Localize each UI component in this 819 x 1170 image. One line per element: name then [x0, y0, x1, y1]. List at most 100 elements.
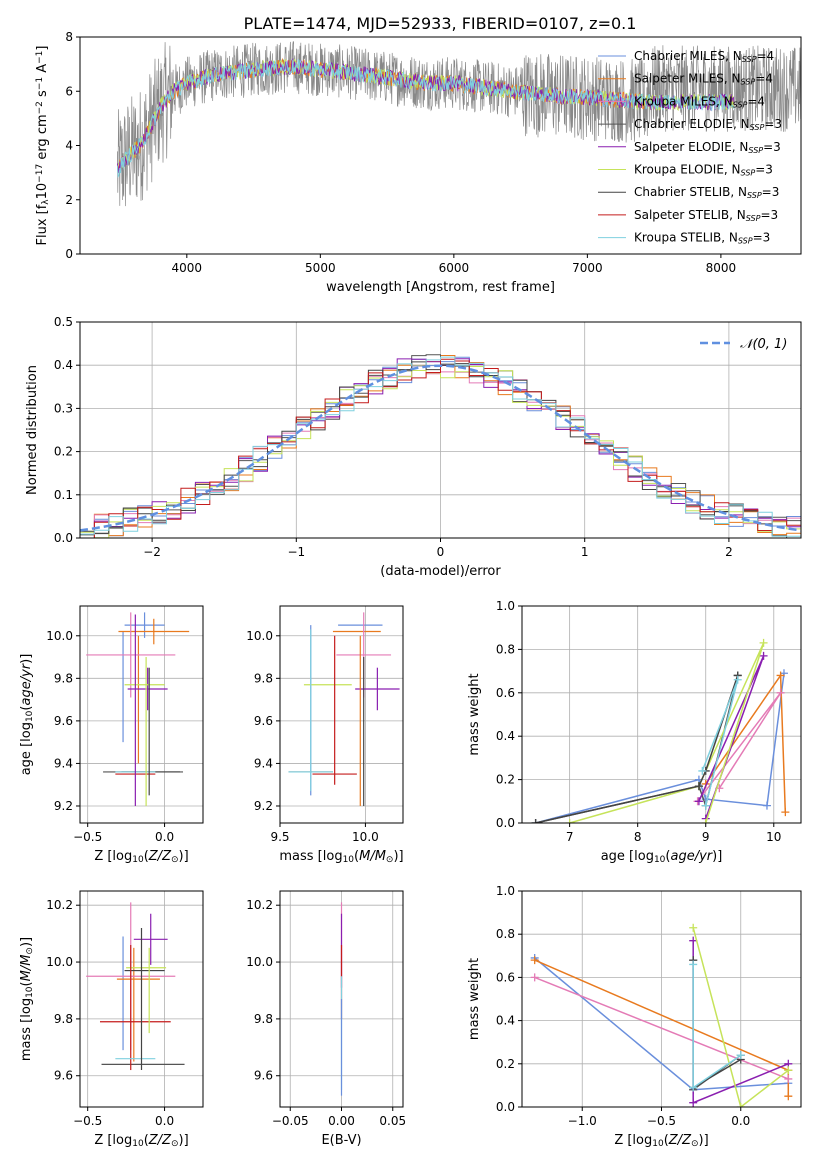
y-tick-label: 8 — [65, 30, 73, 44]
label-part: −2 — [35, 101, 45, 114]
axis-label: wavelength [Angstrom, rest frame] — [326, 280, 555, 295]
axis-label: Z [log10(Z/Z⊙)] — [94, 1133, 188, 1149]
axis-label: age [log10(age/yr)] — [19, 654, 35, 776]
label-part: Z [log — [614, 1133, 652, 1148]
panel-spectrum: 4000 5000 6000 7000 8000 0 2 4 6 8 wavelength [Ang… — [35, 30, 802, 295]
plot-area — [530, 923, 793, 1107]
y-tick-label: 4 — [65, 139, 73, 153]
label-part: Normed distribution — [25, 365, 40, 495]
label-part: 10 — [25, 710, 35, 722]
series-marker — [698, 766, 707, 775]
legend-sub: SSP — [742, 55, 757, 64]
y-tick-label: 9.8 — [254, 1012, 273, 1026]
label-part: erg cm — [35, 114, 50, 163]
label-part: (data-model)/error — [380, 564, 501, 579]
panel-age-vs-z: −0.5 0.09.29.49.69.810.0Z [log10(Z/Z⊙)]ag… — [19, 605, 204, 865]
series-marker — [784, 1092, 793, 1101]
label-part: s — [35, 90, 50, 101]
series-marker — [694, 797, 703, 806]
series-marker — [784, 1066, 793, 1075]
axis-label: Flux [fλ10−17 erg cm−2 s−1 A−1] — [35, 46, 51, 246]
axes-frame — [79, 890, 204, 1108]
y-tick-label: 9.8 — [54, 671, 73, 685]
legend-name: Kroupa STELIB, N — [634, 231, 738, 245]
x-tick-label: 1 — [581, 545, 589, 559]
label-part: ] — [35, 46, 50, 51]
y-tick-label: 9.6 — [254, 1069, 273, 1083]
panel-age-vs-mass: 9.5 10.0 9.2 9.4 9.6 9.8 10.0 mass [log10(M/M⊙)… — [246, 605, 404, 865]
legend-val: =3 — [760, 208, 778, 222]
legend-entry: Kroupa MILES, NSSP=4 — [634, 94, 765, 109]
plot-area — [86, 612, 190, 806]
x-tick-label: 9 — [702, 830, 710, 844]
y-tick-label: 0.2 — [54, 445, 73, 459]
x-tick-label: 0.0 — [155, 830, 174, 844]
label-part: Z [log — [94, 1133, 132, 1148]
label-part: )] — [712, 849, 722, 864]
y-tick-label: 10.0 — [46, 629, 73, 643]
model-spectrum — [116, 59, 735, 178]
label-part: ( — [354, 849, 359, 864]
label-part: λ — [41, 199, 51, 205]
plot-area — [531, 638, 790, 823]
plot-area — [80, 354, 801, 538]
legend-name: Chabrier MILES, N — [634, 49, 742, 63]
axis-label: Normed distribution — [25, 365, 40, 495]
label-part: Z/Z — [668, 1133, 692, 1148]
label-part: Z/Z — [148, 1133, 172, 1148]
legend-name: Kroupa ELODIE, N — [634, 163, 741, 177]
legend-name: Salpeter ELODIE, N — [634, 140, 748, 154]
panels: 4000 5000 6000 7000 8000 0 2 4 6 8 wavelength [Ang… — [19, 30, 802, 1149]
label-part: ⊙ — [171, 855, 179, 865]
label-part: mass weight — [467, 958, 482, 1040]
y-tick-label: 0.4 — [54, 358, 73, 372]
label-part: 10 — [654, 855, 666, 865]
histogram-series — [80, 366, 801, 538]
legend-name: Chabrier STELIB, N — [634, 185, 747, 199]
series-line — [535, 675, 739, 823]
model-spectrum — [116, 58, 735, 174]
x-tick-label: −0.5 — [647, 1114, 676, 1128]
series-marker — [776, 671, 785, 680]
label-part: ( — [19, 706, 34, 711]
data-spectrum — [117, 41, 801, 207]
y-tick-label: 10.2 — [46, 898, 73, 912]
legend-entry: Chabrier ELODIE, NSSP=3 — [634, 117, 782, 132]
legend-val: =3 — [763, 140, 781, 154]
label-part: )] — [699, 1133, 709, 1148]
y-tick-label: 0.6 — [496, 686, 515, 700]
y-tick-label: 0.3 — [54, 401, 73, 415]
y-tick-label: 0.5 — [54, 315, 73, 329]
label-part: age/yr — [670, 849, 713, 864]
series-marker — [530, 956, 539, 965]
series-line — [692, 927, 789, 1107]
series-line — [692, 960, 742, 1092]
y-tick-label: 0 — [65, 247, 73, 261]
label-part: −1 — [35, 51, 45, 64]
x-tick-label: 8 — [634, 830, 642, 844]
legend-val: =4 — [756, 49, 774, 63]
label-part: −1 — [35, 77, 45, 90]
label-part: )] — [19, 937, 34, 947]
y-tick-label: 0.8 — [496, 642, 515, 656]
x-tick-label: 0.00 — [328, 1114, 355, 1128]
series-marker — [759, 638, 768, 647]
x-tick-label: 10 — [766, 830, 781, 844]
label-part: ( — [144, 1133, 149, 1148]
series-marker — [689, 1098, 698, 1107]
series-marker — [733, 675, 742, 684]
axes-frame — [279, 890, 404, 1108]
axes-frame — [279, 605, 404, 824]
legend-entry: Kroupa STELIB, NSSP=3 — [634, 231, 770, 246]
series-marker — [701, 801, 710, 810]
y-tick-label: 1.0 — [496, 884, 515, 898]
legend-sub: SSP — [741, 169, 756, 178]
legend-sub: SSP — [733, 100, 748, 109]
label-part: mass [log — [279, 849, 342, 864]
figure-title: PLATE=1474, MJD=52933, FIBERID=0107, z=0… — [244, 14, 637, 33]
series-marker — [762, 801, 771, 810]
y-tick-label: 1.0 — [496, 599, 515, 613]
legend-name: Chabrier ELODIE, N — [634, 117, 750, 131]
